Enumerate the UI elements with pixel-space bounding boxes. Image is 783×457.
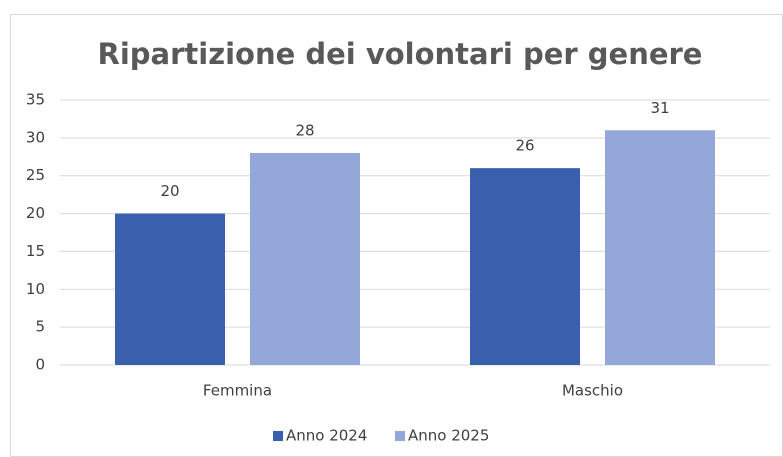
y-tick-label: 25 xyxy=(26,166,45,184)
bar xyxy=(470,168,580,365)
data-label: 28 xyxy=(295,122,314,140)
x-tick-label: Maschio xyxy=(562,382,623,400)
bar xyxy=(115,213,225,365)
data-label: 26 xyxy=(515,137,534,155)
legend-label: Anno 2025 xyxy=(408,427,489,445)
bar xyxy=(605,130,715,365)
data-label: 20 xyxy=(160,182,179,200)
y-tick-label: 15 xyxy=(26,242,45,260)
y-tick-label: 35 xyxy=(26,91,45,109)
legend-label: Anno 2024 xyxy=(286,427,367,445)
bar xyxy=(250,153,360,365)
y-tick-label: 30 xyxy=(26,128,45,146)
y-tick-label: 10 xyxy=(26,280,45,298)
x-tick-label: Femmina xyxy=(203,382,272,400)
legend-swatch xyxy=(273,431,283,441)
legend-swatch xyxy=(395,431,405,441)
y-tick-label: 0 xyxy=(35,356,45,374)
data-label: 31 xyxy=(650,99,669,117)
chart-title: Ripartizione dei volontari per genere xyxy=(98,37,703,71)
y-tick-label: 5 xyxy=(35,318,45,336)
y-tick-label: 20 xyxy=(26,204,45,222)
